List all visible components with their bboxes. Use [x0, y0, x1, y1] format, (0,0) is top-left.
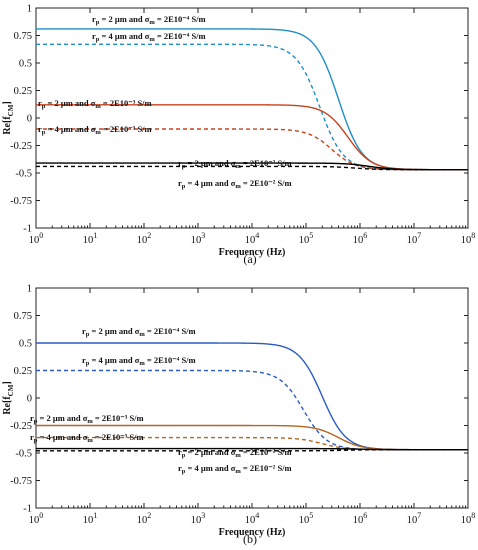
y-tick-label: 0.25 — [14, 366, 32, 377]
y-tick-label: -1 — [23, 504, 32, 515]
x-tick-label: 108 — [461, 511, 476, 526]
y-axis-title: Re[fCM] — [2, 381, 15, 414]
x-tick-label: 107 — [407, 231, 422, 246]
plot-frame — [35, 7, 469, 229]
x-axis-title: Frequency (Hz) — [219, 247, 286, 258]
panel-label: (b) — [243, 532, 257, 546]
x-tick-label: 106 — [353, 231, 368, 246]
y-tick-label: -0.5 — [15, 449, 32, 460]
x-tick-label: 105 — [299, 231, 314, 246]
x-tick-label: 108 — [461, 231, 476, 246]
series-label-1: rp = 2 μm and σm = 2E10⁻⁴ S/m — [82, 326, 196, 338]
series-label-4: rp = 4 μm and σm = 2E10⁻³ S/m — [38, 124, 152, 136]
x-axis-title: Frequency (Hz) — [219, 527, 286, 538]
series-line-4 — [36, 128, 468, 171]
y-tick-label: 0.75 — [14, 31, 32, 42]
series-label-5: rp = 2 μm and σm = 2E10⁻² S/m — [178, 447, 292, 459]
x-tick-label: 101 — [83, 511, 98, 526]
panel-label: (a) — [243, 252, 256, 266]
x-tick-label: 106 — [353, 511, 368, 526]
x-tick-label: 103 — [191, 511, 206, 526]
series-label-3: rp = 2 μm and σm = 2E10⁻³ S/m — [38, 98, 152, 110]
x-tick-label: 100 — [29, 231, 44, 246]
y-tick-label: 0.75 — [14, 311, 32, 322]
series-label-6: rp = 4 μm and σm = 2E10⁻² S/m — [178, 178, 292, 190]
series-label-2: rp = 4 μm and σm = 2E10⁻⁴ S/m — [92, 31, 206, 43]
y-tick-label: -0.75 — [10, 476, 32, 487]
series-label-6: rp = 4 μm and σm = 2E10⁻² S/m — [178, 463, 292, 475]
series-label-4: rp = 4 μm and σm = 2E10⁻³ S/m — [30, 432, 144, 444]
x-tick-label: 103 — [191, 231, 206, 246]
series-line-4 — [36, 436, 468, 451]
chart-panel-1: -1 -0.75 -0.5 -0.25 0 0.25 0.5 0.75 1 100 101 102 10… — [2, 4, 475, 267]
y-tick-label: 0.5 — [19, 339, 32, 350]
series-label-1: rp = 2 μm and σm = 2E10⁻⁴ S/m — [92, 14, 206, 26]
y-tick-label: 1 — [27, 284, 32, 295]
y-tick-label: -0.75 — [10, 196, 32, 207]
y-tick-label: 0 — [27, 394, 32, 405]
y-tick-label: 1 — [27, 4, 32, 15]
series-label-2: rp = 4 μm and σm = 2E10⁻⁴ S/m — [82, 355, 196, 367]
y-tick-label: 0.25 — [14, 86, 32, 97]
series-label-3: rp = 2 μm and σm = 2E10⁻³ S/m — [30, 413, 144, 425]
y-axis-title: Re[fCM] — [2, 101, 15, 134]
series-line-6 — [36, 449, 468, 452]
x-tick-label: 104 — [245, 231, 260, 246]
series-label-5: rp = 2 μm and σm = 2E10⁻² S/m — [178, 158, 292, 170]
y-tick-label: 0.5 — [19, 59, 32, 70]
y-tick-label: 0 — [27, 114, 32, 125]
series-line-6 — [36, 165, 468, 171]
x-tick-label: 100 — [29, 511, 44, 526]
x-tick-label: 105 — [299, 511, 314, 526]
y-tick-label: -0.25 — [10, 141, 32, 152]
y-tick-label: -0.5 — [15, 169, 32, 180]
x-tick-label: 102 — [137, 231, 152, 246]
x-tick-label: 107 — [407, 511, 422, 526]
x-tick-label: 102 — [137, 511, 152, 526]
chart-panel-2: -1 -0.75 -0.5 -0.25 0 0.25 0.5 0.75 1 100 101 102 10… — [2, 284, 475, 547]
y-tick-label: -1 — [23, 224, 32, 235]
x-tick-label: 104 — [245, 511, 260, 526]
x-tick-label: 101 — [83, 231, 98, 246]
y-tick-label: -0.25 — [10, 421, 32, 432]
plot-frame — [35, 287, 469, 509]
